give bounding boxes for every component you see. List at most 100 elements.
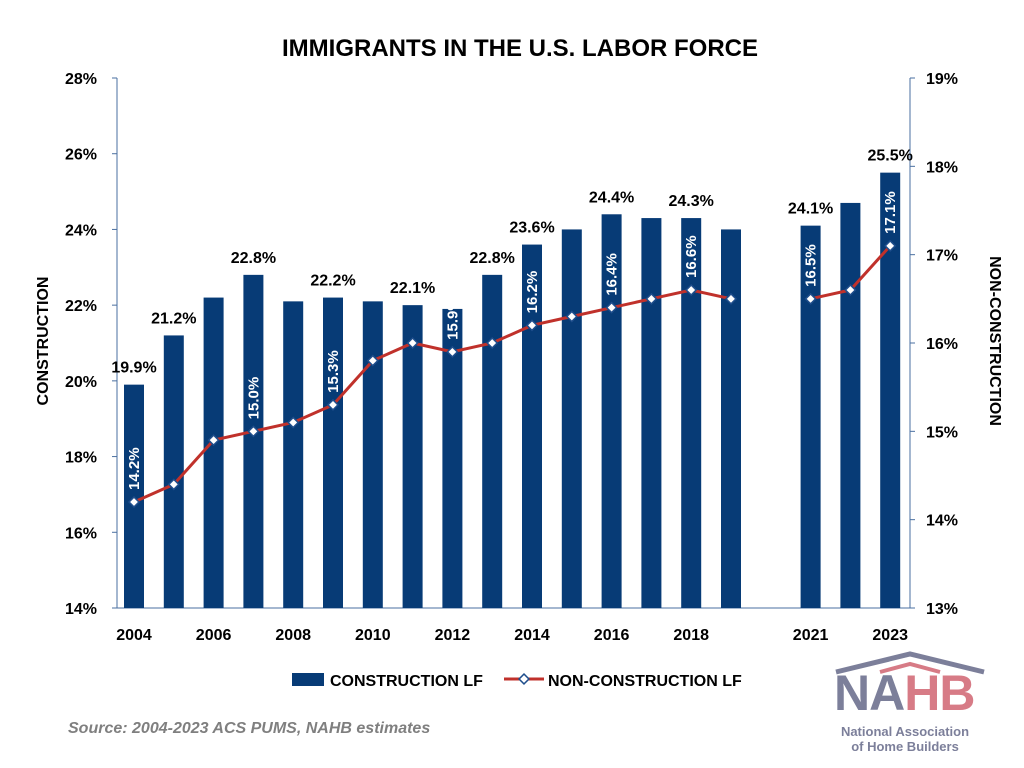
y-left-tick-label: 22%: [65, 298, 97, 315]
bars: [124, 172, 901, 609]
line-label-2018: 16.6%: [683, 235, 700, 278]
bar-2007: [243, 274, 264, 608]
bar-label-2021: 24.1%: [788, 201, 833, 218]
line-point-2023: [884, 239, 897, 252]
data-labels: 19.9% 21.2% 22.8% 22.2% 22.1% 22.8% 23.6% 24.4%…: [111, 148, 913, 490]
bar-2016: [601, 214, 622, 609]
x-tick-label: 2010: [355, 627, 391, 644]
y-left-tick-label: 28%: [65, 71, 97, 88]
y-left-tick-label: 14%: [65, 601, 97, 618]
bar-2017: [641, 218, 662, 609]
y-right-tick-label: 18%: [926, 159, 958, 176]
y-right-tick-label: 14%: [926, 513, 958, 530]
y-right-tick-label: 16%: [926, 336, 958, 353]
x-tick-label: 2006: [196, 627, 232, 644]
line-label-2012: 15.9%: [444, 297, 461, 340]
line-point-2018: [685, 283, 698, 297]
bar-2010: [362, 301, 383, 608]
y-right-tick-label: 19%: [926, 71, 958, 88]
source-note: Source: 2004-2023 ACS PUMS, NAHB estimat…: [68, 720, 431, 737]
x-tick-label: 2008: [275, 627, 311, 644]
legend: CONSTRUCTION LF NON-CONSTRUCTION LF: [292, 672, 742, 690]
y-right-tick-label: 13%: [926, 601, 958, 618]
bar-2019: [721, 229, 741, 608]
line-point-2016: [605, 301, 618, 314]
line-point-2011: [406, 336, 419, 350]
bar-2021: [800, 225, 821, 608]
bar-label-2011: 22.1%: [390, 280, 435, 297]
line-label-2007: 15.0%: [245, 377, 262, 420]
bar-2018: [681, 218, 702, 609]
y-right-tick-label: 17%: [926, 248, 958, 265]
x-tick-label: 2023: [872, 627, 908, 644]
x-tick-label: 2016: [594, 627, 630, 644]
y-left-tick-label: 18%: [65, 450, 97, 467]
line-point-2021: [804, 292, 817, 305]
bar-label-2023: 25.5%: [868, 148, 913, 165]
legend-label-non-construction: NON-CONSTRUCTION LF: [548, 673, 742, 690]
bar-2023: [880, 172, 901, 608]
line-point-2017: [645, 292, 658, 305]
bar-label-2013: 22.8%: [470, 250, 515, 267]
bar-2009: [323, 297, 343, 608]
x-tick-label: 2014: [514, 627, 550, 644]
x-tick-label: 2004: [116, 627, 152, 644]
line-point-2022: [844, 283, 857, 297]
bar-2014: [522, 244, 542, 609]
bar-2011: [402, 305, 423, 608]
bar-2006: [203, 297, 224, 608]
line-point-2005: [167, 478, 180, 491]
bar-label-2007: 22.8%: [231, 250, 276, 267]
line-point-2004: [127, 495, 141, 509]
legend-swatch-construction: [292, 673, 324, 686]
logo-line-2: of Home Builders: [851, 739, 959, 754]
axes: 14% 16% 18% 20% 22% 24% 26% 28% 13% 14% 15% 16% 17% 1…: [65, 71, 958, 644]
line-label-2014: 16.2%: [524, 271, 541, 314]
house-roof-icon: [835, 651, 985, 675]
bar-2022: [840, 202, 861, 608]
line-point-2019: [724, 292, 738, 305]
line-label-2004: 14.2%: [126, 447, 143, 490]
bar-2013: [482, 274, 503, 608]
line-point-2006: [207, 434, 220, 447]
line-series: [127, 239, 897, 509]
bar-2015: [561, 229, 582, 608]
line-point-2009: [326, 398, 340, 411]
y-right-tick-label: 15%: [926, 424, 958, 441]
bar-2012: [442, 308, 463, 608]
y-left-tick-label: 20%: [65, 374, 97, 391]
line-label-2009: 15.3%: [325, 350, 342, 393]
bar-label-2009: 22.2%: [310, 273, 355, 290]
line-label-2023: 17.1%: [882, 191, 899, 234]
y-left-tick-label: 26%: [65, 147, 97, 164]
bar-2008: [283, 301, 304, 608]
y-right-axis-title: NON-CONSTRUCTION: [986, 256, 1003, 426]
logo-line-1: National Association: [840, 724, 970, 739]
bar-label-2014: 23.6%: [509, 220, 554, 237]
logo-subtitle: National Association of Home Builders: [830, 724, 980, 754]
x-tick-label: 2021: [793, 627, 829, 644]
line-segment-0: [133, 288, 732, 504]
line-label-2021: 16.5%: [803, 244, 820, 287]
bar-label-2004: 19.9%: [111, 360, 156, 377]
logo-letters-na: NA: [834, 665, 905, 721]
line-point-2008: [287, 416, 300, 429]
y-left-tick-label: 24%: [65, 222, 97, 239]
chart-title: IMMIGRANTS IN THE U.S. LABOR FORCE: [282, 35, 758, 62]
y-left-axis-title: CONSTRUCTION: [35, 277, 52, 406]
x-tick-label: 2018: [673, 627, 709, 644]
bar-2005: [163, 335, 184, 608]
legend-label-construction: CONSTRUCTION LF: [330, 673, 483, 690]
logo-letters-hb: HB: [904, 665, 975, 721]
bar-label-2016: 24.4%: [589, 189, 634, 206]
bar-label-2005: 21.2%: [151, 310, 196, 327]
line-point-2014: [525, 319, 539, 332]
line-point-2015: [565, 310, 578, 323]
line-point-2010: [366, 354, 379, 367]
x-tick-label: 2012: [435, 627, 471, 644]
nahb-logo: NAHB National Association of Home Builde…: [830, 650, 990, 760]
line-point-2007: [247, 425, 260, 438]
line-label-2016: 16.4%: [604, 253, 621, 296]
logo-letters: NAHB: [834, 665, 975, 721]
